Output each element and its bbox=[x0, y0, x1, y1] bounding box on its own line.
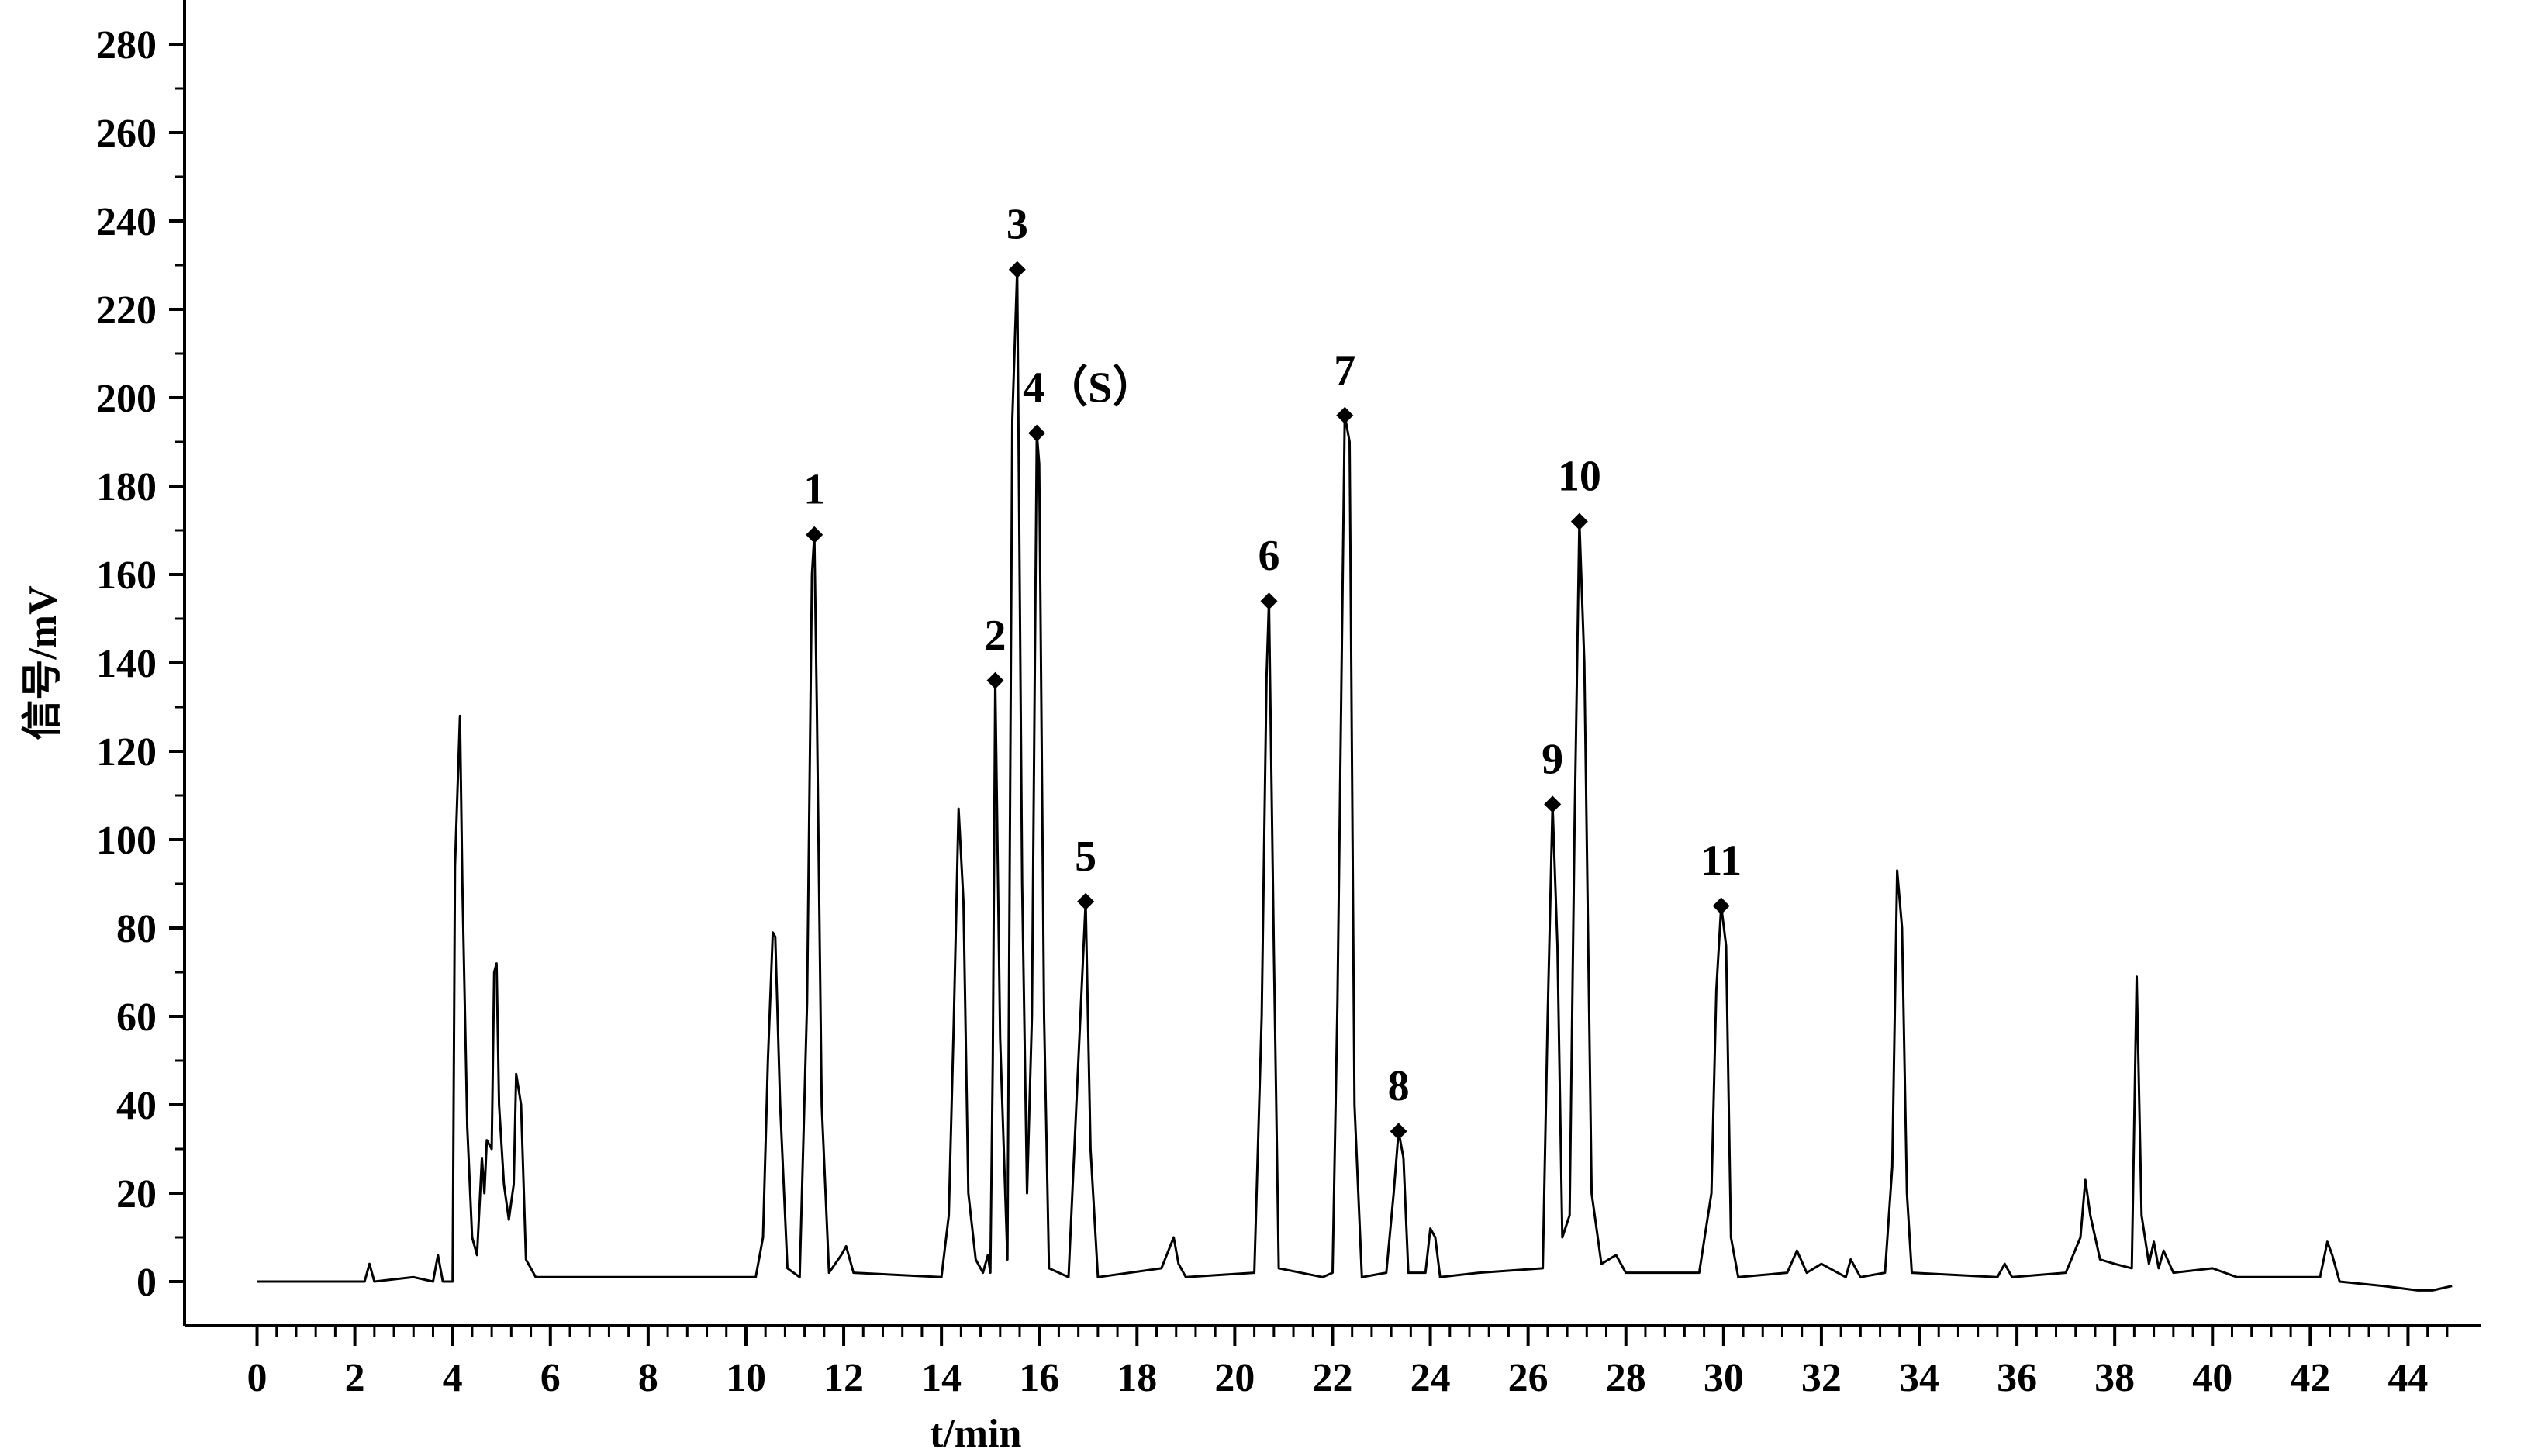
y-tick-label: 60 bbox=[116, 995, 157, 1040]
peak-marker bbox=[1077, 892, 1095, 910]
peak-marker bbox=[1390, 1123, 1407, 1140]
y-tick-label: 80 bbox=[116, 907, 157, 951]
y-tick-label: 180 bbox=[96, 465, 157, 509]
x-tick-label: 36 bbox=[1997, 1356, 2037, 1400]
peak-4: 4（S） bbox=[1023, 364, 1155, 442]
x-tick-label: 4 bbox=[443, 1356, 463, 1400]
y-tick-label: 280 bbox=[96, 23, 157, 67]
peak-11: 11 bbox=[1701, 837, 1742, 915]
x-tick-label: 32 bbox=[1801, 1356, 1842, 1400]
chromatogram-trace bbox=[257, 268, 2453, 1292]
peak-label: 10 bbox=[1558, 453, 1601, 501]
peak-3: 3 bbox=[1006, 201, 1028, 278]
peak-label: 4（S） bbox=[1023, 364, 1155, 412]
y-tick-label: 200 bbox=[96, 377, 157, 421]
x-tick-label: 6 bbox=[540, 1356, 561, 1400]
peak-label: 9 bbox=[1542, 735, 1563, 783]
x-tick-label: 42 bbox=[2290, 1356, 2330, 1400]
x-tick-label: 38 bbox=[2094, 1356, 2135, 1400]
x-tick-label: 40 bbox=[2192, 1356, 2232, 1400]
peak-5: 5 bbox=[1075, 833, 1096, 910]
peak-1: 1 bbox=[803, 466, 825, 543]
x-tick-label: 20 bbox=[1214, 1356, 1255, 1400]
x-tick-label: 8 bbox=[638, 1356, 658, 1400]
x-tick-label: 44 bbox=[2388, 1356, 2428, 1400]
peak-marker bbox=[1028, 424, 1046, 442]
peak-label: 2 bbox=[984, 612, 1006, 660]
peak-marker bbox=[986, 671, 1004, 689]
x-tick-label: 14 bbox=[921, 1356, 962, 1400]
x-tick-label: 2 bbox=[345, 1356, 365, 1400]
y-tick-label: 40 bbox=[116, 1084, 157, 1128]
peak-label: 11 bbox=[1701, 837, 1742, 885]
peak-6: 6 bbox=[1259, 532, 1280, 610]
x-tick-label: 10 bbox=[726, 1356, 766, 1400]
y-tick-label: 120 bbox=[96, 730, 157, 775]
peak-marker bbox=[1544, 795, 1562, 813]
peak-marker bbox=[1260, 592, 1278, 610]
x-tick-label: 0 bbox=[247, 1356, 268, 1400]
peak-label: 7 bbox=[1334, 347, 1355, 395]
peak-marker bbox=[1570, 512, 1588, 530]
peak-9: 9 bbox=[1542, 735, 1563, 813]
y-tick-label: 100 bbox=[96, 819, 157, 863]
x-tick-label: 22 bbox=[1312, 1356, 1352, 1400]
y-tick-label: 260 bbox=[96, 112, 157, 156]
x-tick-label: 12 bbox=[823, 1356, 864, 1400]
peak-label: 6 bbox=[1259, 532, 1280, 580]
peak-8: 8 bbox=[1388, 1062, 1410, 1140]
x-tick-label: 30 bbox=[1704, 1356, 1744, 1400]
x-axis-title: t/min bbox=[930, 1412, 1022, 1456]
peak-marker bbox=[1712, 897, 1730, 915]
axes: 020406080100120140160180200220240260280 … bbox=[96, 0, 2481, 1400]
series-layer bbox=[257, 268, 2453, 1292]
y-tick-label: 240 bbox=[96, 200, 157, 244]
peak-label: 5 bbox=[1075, 833, 1096, 881]
x-axis-ticks: 0 2 4 6 8 10 12 14 16 18 20 22 24 26 28 30 32 34 36 38 40 42 4… bbox=[247, 1326, 2449, 1400]
x-tick-label: 18 bbox=[1117, 1356, 1157, 1400]
peak-marker bbox=[806, 526, 823, 543]
y-tick-label: 20 bbox=[116, 1172, 157, 1216]
peak-marker bbox=[1008, 260, 1026, 278]
peak-markers: 1 2 3 4（S） 5 6 7 8 9 10 11 bbox=[803, 201, 1742, 1140]
x-tick-label: 16 bbox=[1019, 1356, 1059, 1400]
peak-7: 7 bbox=[1334, 347, 1355, 424]
peak-marker bbox=[1336, 406, 1354, 424]
x-tick-label: 24 bbox=[1410, 1356, 1451, 1400]
x-tick-label: 34 bbox=[1899, 1356, 1939, 1400]
y-axis-title: 信号/mV bbox=[20, 585, 65, 740]
y-tick-label: 0 bbox=[136, 1261, 157, 1305]
peak-2: 2 bbox=[984, 612, 1006, 689]
y-axis-ticks: 0 20 40 60 80 100 120 140 160 180 200 220 240 260 280 bbox=[96, 23, 185, 1305]
peak-10: 10 bbox=[1558, 453, 1601, 530]
x-tick-label: 26 bbox=[1508, 1356, 1549, 1400]
peak-label: 8 bbox=[1388, 1062, 1410, 1110]
peak-label: 3 bbox=[1006, 201, 1028, 249]
y-tick-label: 220 bbox=[96, 288, 157, 333]
peak-label: 1 bbox=[803, 466, 825, 514]
y-tick-label: 140 bbox=[96, 642, 157, 686]
x-tick-label: 28 bbox=[1606, 1356, 1646, 1400]
y-tick-label: 160 bbox=[96, 554, 157, 598]
